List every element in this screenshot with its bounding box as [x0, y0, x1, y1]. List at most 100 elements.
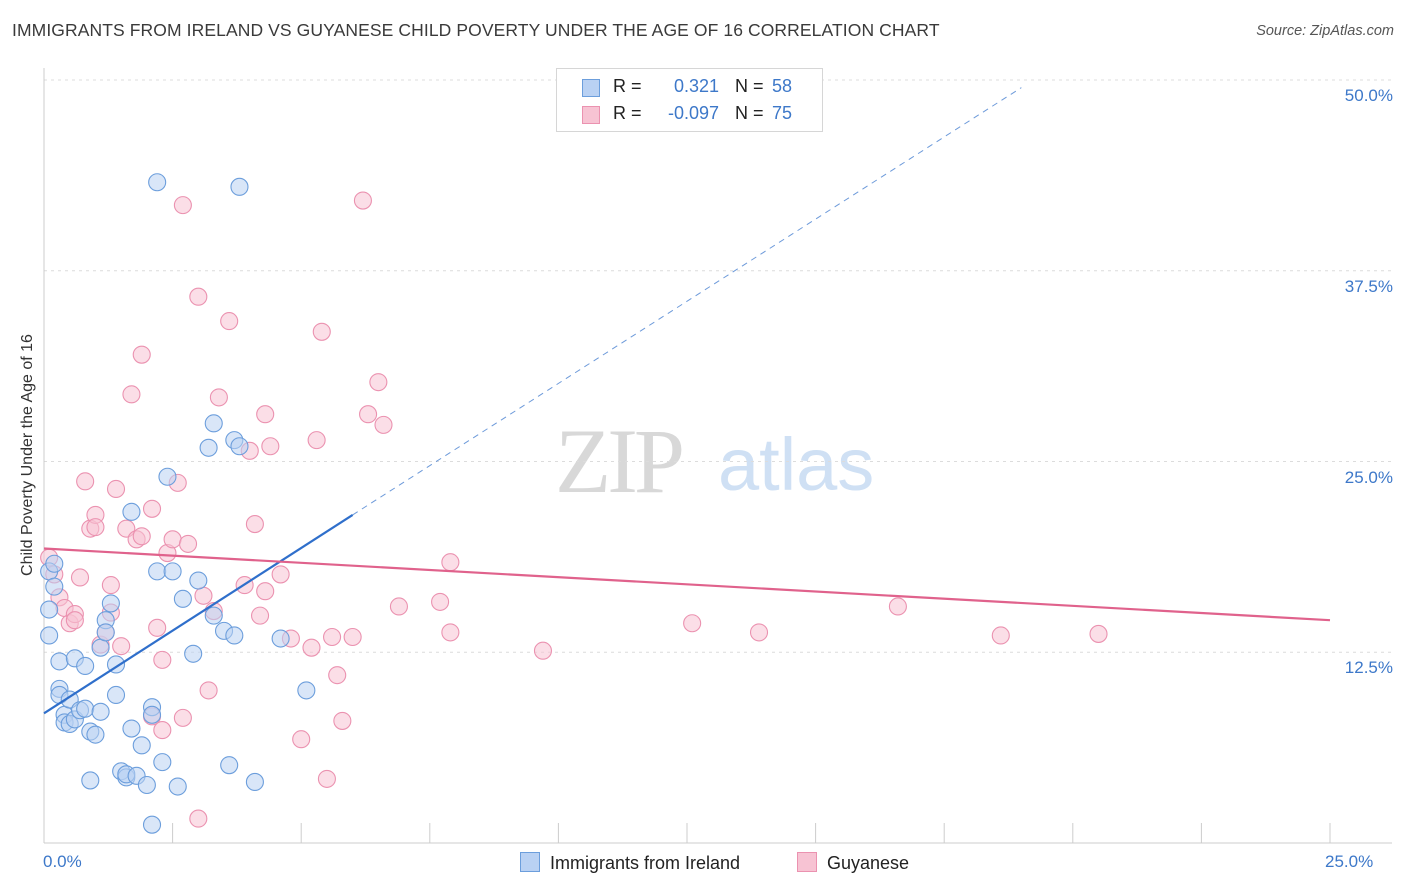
- data-point: [148, 173, 167, 192]
- data-point: [101, 576, 120, 595]
- data-point: [184, 644, 203, 663]
- data-point: [112, 637, 131, 656]
- data-point: [220, 756, 239, 775]
- data-point: [122, 719, 141, 738]
- data-point: [101, 594, 120, 613]
- legend-r-value-guyanese: -0.097: [667, 103, 719, 123]
- data-point: [45, 554, 64, 573]
- data-point: [343, 627, 362, 647]
- data-point: [122, 502, 141, 521]
- data-point: [991, 626, 1010, 645]
- watermark-atlas: atlas: [718, 423, 874, 506]
- legend-r-label: R =: [613, 76, 642, 96]
- data-point: [230, 177, 249, 196]
- data-point: [132, 736, 151, 755]
- data-point: [40, 626, 59, 645]
- data-point: [91, 638, 110, 657]
- data-point: [45, 577, 64, 596]
- ireland-points: [40, 173, 316, 834]
- legend-swatch-ireland: [582, 79, 600, 97]
- series-swatch-ireland: [520, 852, 540, 872]
- data-point: [317, 769, 336, 788]
- data-point: [374, 415, 393, 434]
- data-point: [533, 641, 553, 660]
- data-point: [209, 388, 228, 407]
- data-point: [158, 467, 177, 486]
- data-point: [76, 472, 95, 491]
- grid-lines: [44, 79, 1392, 653]
- series-name-ireland: Immigrants from Ireland: [550, 853, 741, 873]
- data-point: [70, 568, 90, 587]
- data-point: [91, 702, 110, 721]
- data-point: [96, 623, 115, 642]
- data-point: [189, 571, 208, 590]
- data-point: [173, 589, 192, 608]
- ireland-trend-line: [43, 513, 354, 715]
- data-point: [312, 322, 331, 341]
- data-point: [359, 405, 378, 424]
- data-point: [168, 777, 187, 796]
- data-point: [153, 721, 172, 740]
- legend-n-label: N =: [735, 103, 764, 123]
- data-point: [76, 656, 95, 676]
- data-point: [245, 772, 264, 792]
- data-point: [353, 191, 372, 210]
- trend-lines: [43, 87, 1331, 715]
- data-point: [256, 405, 275, 424]
- data-point: [189, 809, 208, 828]
- data-point: [65, 611, 84, 630]
- data-point: [142, 705, 162, 724]
- ireland-trend-extension: [352, 87, 1022, 516]
- data-point: [441, 553, 460, 572]
- data-point: [297, 681, 316, 700]
- data-point: [261, 437, 280, 456]
- legend-n-value-ireland: 58: [772, 76, 793, 96]
- data-point: [199, 681, 218, 700]
- zipatlas-watermark: ZIP atlas: [555, 410, 874, 512]
- data-point: [178, 534, 198, 553]
- data-point: [389, 597, 408, 616]
- series-legend-ireland: Immigrants from Ireland: [520, 852, 740, 874]
- data-point: [163, 530, 182, 549]
- data-point: [328, 666, 347, 685]
- data-point: [230, 437, 249, 456]
- guyanese-trend-line: [43, 547, 1331, 622]
- data-point: [194, 586, 213, 605]
- data-point: [173, 196, 192, 215]
- data-point: [204, 606, 223, 625]
- data-point: [106, 685, 126, 705]
- correlation-legend: R = 0.321 N = 58 R = -0.097 N = 75: [556, 68, 823, 132]
- y-tick-label: 50.0%: [1344, 86, 1393, 105]
- data-point: [271, 629, 290, 648]
- series-swatch-guyanese: [797, 852, 817, 872]
- data-point: [173, 708, 192, 727]
- data-point: [683, 614, 702, 633]
- data-point: [225, 626, 244, 645]
- data-point: [142, 815, 162, 834]
- legend-n-label: N =: [735, 76, 764, 96]
- legend-swatch-guyanese: [582, 106, 600, 124]
- legend-r-label: R =: [613, 103, 642, 123]
- data-point: [86, 725, 105, 744]
- data-point: [323, 627, 342, 647]
- data-point: [256, 582, 275, 601]
- data-point: [142, 499, 162, 518]
- data-point: [189, 287, 208, 306]
- axes: [43, 68, 1392, 844]
- data-point: [1089, 624, 1108, 643]
- y-tick-label: 25.0%: [1344, 467, 1393, 487]
- data-point: [245, 515, 264, 534]
- data-point: [106, 479, 126, 499]
- x-tick-min: 0.0%: [43, 852, 82, 871]
- data-point: [749, 623, 769, 642]
- data-point: [307, 431, 326, 450]
- data-point: [153, 650, 172, 669]
- legend-r-value-ireland: 0.321: [673, 76, 719, 96]
- data-point: [132, 527, 151, 546]
- data-point: [86, 518, 105, 537]
- y-tick-label: 37.5%: [1344, 276, 1393, 296]
- data-point: [431, 592, 450, 611]
- data-point: [40, 600, 59, 619]
- y-tick-label: 12.5%: [1344, 658, 1393, 678]
